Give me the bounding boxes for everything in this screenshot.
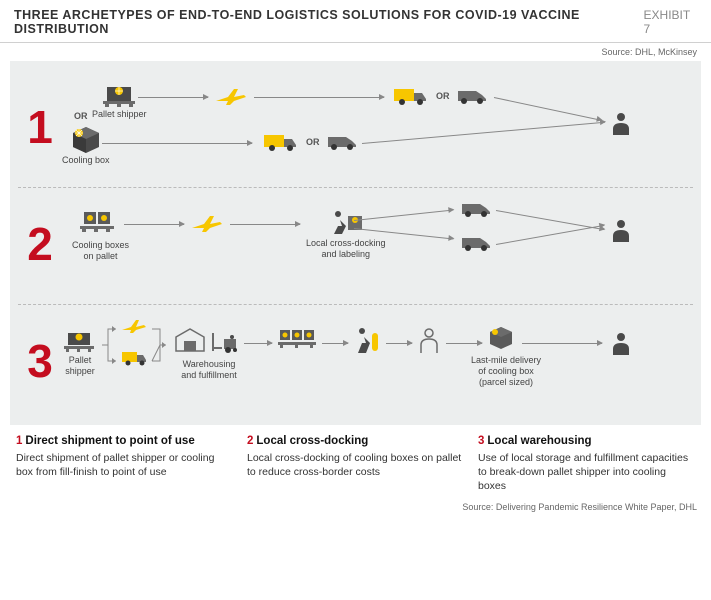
plane-icon: [190, 210, 224, 234]
cross-dock-icon: Local cross-docking and labeling: [306, 204, 386, 260]
plane-icon: [214, 83, 248, 107]
bracket-icon: [100, 323, 120, 367]
van-gray-icon: [456, 87, 488, 105]
arrow-icon: [102, 143, 252, 144]
arrow-icon: [362, 122, 605, 144]
archetype-row-2: 2 Cooling boxes on pallet Local cross-do…: [18, 188, 693, 305]
exhibit-label: EXHIBIT 7: [644, 8, 697, 36]
warehouse-icon: [172, 325, 208, 355]
plane-icon: [120, 315, 148, 335]
row-number: 1: [18, 100, 62, 154]
arrow-icon: [494, 97, 602, 121]
arrow-icon: [254, 97, 384, 98]
person-icon: [610, 331, 632, 357]
source-bottom: Source: Delivering Pandemic Resilience W…: [0, 498, 711, 518]
archetype-row-3: 3 Pallet shipper: [18, 305, 693, 421]
or-label: OR: [436, 91, 450, 101]
last-mile-label: Last-mile delivery of cooling box (parce…: [466, 355, 546, 387]
pallet-boxes-icon: Cooling boxes on pallet: [72, 208, 129, 262]
cooling-box-icon: Cooling box: [62, 125, 110, 166]
worker-icon: [352, 325, 382, 357]
person-icon: [610, 111, 632, 137]
legend-col-1: 1Direct shipment to point of use Direct …: [16, 435, 233, 494]
arrow-icon: [230, 224, 300, 225]
archetype-row-1: 1 Cooling box OR Pallet shipper: [18, 71, 693, 188]
bracket-icon: [150, 323, 170, 367]
truck-yellow-icon: [392, 85, 430, 107]
pallet-shipper-icon: Pallet shipper: [62, 329, 98, 377]
source-top: Source: DHL, McKinsey: [0, 43, 711, 57]
arrow-icon: [446, 343, 482, 344]
or-label: OR: [74, 111, 88, 121]
arrow-icon: [386, 343, 412, 344]
diagram-area: 1 Cooling box OR Pallet shipper: [10, 61, 701, 425]
legend: 1Direct shipment to point of use Direct …: [0, 425, 711, 498]
forklift-icon: [210, 329, 240, 355]
last-mile-box-icon: [486, 325, 516, 351]
person-icon: [610, 218, 632, 244]
truck-yellow-icon: [262, 131, 300, 153]
arrow-icon: [138, 97, 208, 98]
arrow-icon: [244, 343, 272, 344]
arrow-icon: [496, 225, 605, 245]
van-gray-icon: [460, 234, 492, 252]
row-number: 2: [18, 217, 62, 271]
legend-col-3: 3Local warehousing Use of local storage …: [478, 435, 695, 494]
or-label: OR: [306, 137, 320, 147]
page-title: THREE ARCHETYPES OF END-TO-END LOGISTICS…: [14, 8, 644, 36]
legend-col-2: 2Local cross-docking Local cross-docking…: [247, 435, 464, 494]
van-gray-icon: [460, 200, 492, 218]
pallet-boxes-icon: [276, 327, 318, 357]
recipient-icon: [416, 327, 442, 355]
arrow-icon: [124, 224, 184, 225]
pallet-shipper-icon: Pallet shipper: [92, 81, 147, 120]
truck-yellow-icon: [120, 349, 150, 367]
arrow-icon: [522, 343, 602, 344]
arrow-icon: [322, 343, 348, 344]
van-gray-icon: [326, 133, 358, 151]
warehouse-label: Warehousing and fulfillment: [174, 359, 244, 381]
row-number: 3: [18, 334, 62, 388]
header: THREE ARCHETYPES OF END-TO-END LOGISTICS…: [0, 0, 711, 43]
